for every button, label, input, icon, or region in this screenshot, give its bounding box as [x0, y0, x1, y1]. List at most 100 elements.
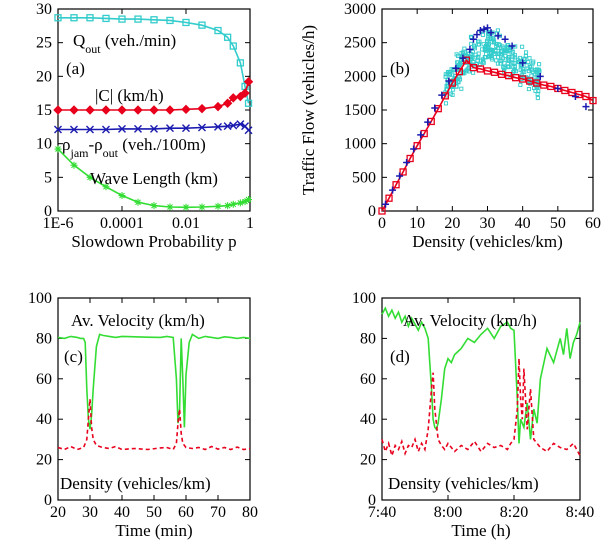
data-point: [501, 35, 509, 43]
data-point: [501, 65, 506, 70]
data-point: [54, 125, 62, 134]
data-point: [491, 40, 496, 45]
data-point: [486, 41, 491, 46]
data-point: [229, 121, 238, 130]
x-tick-label: 0.01: [172, 215, 200, 232]
data-point: [516, 60, 521, 65]
data-point: [523, 50, 529, 55]
data-point: [529, 67, 534, 72]
data-point: [150, 16, 158, 24]
data-point: [382, 200, 390, 208]
data-point: [518, 82, 523, 87]
data-point: [86, 125, 94, 134]
data-point: [243, 77, 254, 87]
data-point: [445, 71, 450, 76]
data-point: [526, 87, 531, 92]
data-point: [526, 59, 531, 65]
data-point: [101, 105, 111, 115]
data-point: [512, 55, 517, 60]
data-point: [166, 203, 174, 211]
data-point: [222, 98, 233, 108]
data-point: [536, 89, 541, 94]
series-label: Wave Length (km): [90, 169, 218, 188]
data-point: [495, 28, 500, 33]
data-point: [389, 186, 397, 194]
data-point: [450, 72, 455, 77]
data-point: [498, 61, 503, 66]
data-point: [134, 15, 142, 23]
data-point: [526, 77, 534, 85]
x-tick-label: 8:40: [566, 504, 594, 521]
data-point: [133, 124, 142, 133]
data-point: [236, 199, 244, 207]
y-tick-label: 500: [352, 169, 376, 186]
data-point: [236, 59, 245, 67]
data-point: [424, 118, 432, 126]
data-point: [229, 42, 237, 50]
data-point: [213, 101, 223, 112]
data-point: [102, 14, 110, 23]
data-point: [244, 99, 253, 107]
y-tick-label: 3000: [344, 1, 376, 18]
data-point: [452, 64, 460, 72]
data-point: [454, 52, 459, 57]
annotation-density: Density (vehicles/km): [388, 474, 539, 493]
panel-b: 0 10 20 30 40 50 60 0 500 1000 1500 2000 2500 3000 Den…: [299, 1, 601, 251]
series-line: [381, 306, 581, 444]
series-line: [57, 148, 249, 209]
data-point: [198, 21, 206, 29]
data-point: [518, 64, 523, 69]
data-point: [489, 47, 494, 53]
data-point: [396, 172, 404, 180]
y-tick-label: 60: [360, 371, 376, 388]
data-point: [481, 42, 486, 47]
data-point: [509, 60, 514, 65]
data-point: [466, 45, 474, 53]
data-point: [236, 120, 245, 129]
data-point: [487, 29, 495, 37]
y-tick-label: 40: [360, 411, 376, 428]
data-point: [214, 202, 222, 210]
data-point: [182, 203, 190, 211]
y-tick-label: 15: [36, 102, 52, 119]
data-point: [403, 159, 411, 167]
data-point: [70, 161, 78, 169]
x-tick-label: 60: [178, 504, 194, 521]
data-point: [484, 24, 491, 32]
data-point: [198, 203, 206, 211]
data-point: [166, 16, 174, 25]
data-point: [229, 200, 237, 208]
y-axis-label: Traffic Flow (vehicles/h): [299, 25, 318, 195]
data-point: [443, 101, 449, 106]
data-point: [118, 15, 126, 23]
data-point: [449, 67, 454, 72]
data-point: [224, 202, 232, 210]
y-tick-label: 1500: [344, 102, 376, 119]
data-point: [582, 92, 590, 101]
series-line: [57, 398, 251, 451]
x-tick-label: 8:20: [500, 504, 528, 521]
x-tick-label: 8:00: [434, 504, 462, 521]
data-point: [448, 91, 453, 96]
data-point: [480, 25, 488, 33]
data-point: [53, 105, 63, 115]
data-point: [482, 47, 487, 52]
x-tick-label: 30: [480, 215, 496, 232]
y-tick-label: 20: [360, 452, 376, 469]
x-tick-label: 0.0001: [100, 215, 144, 232]
series-label: Qout (veh./min): [73, 31, 176, 56]
data-point: [165, 105, 175, 115]
data-point: [468, 34, 474, 39]
y-tick-label: 100: [28, 290, 52, 307]
data-point: [399, 168, 407, 176]
series-label: ρjam-ρout (veh./100m): [62, 135, 206, 160]
panel-label: (b): [390, 59, 410, 78]
data-point: [133, 105, 143, 115]
data-point: [529, 73, 534, 78]
y-tick-label: 40: [36, 411, 52, 428]
data-point: [181, 104, 191, 115]
y-tick-label: 1000: [344, 136, 376, 153]
x-tick-label: 1: [246, 215, 254, 232]
